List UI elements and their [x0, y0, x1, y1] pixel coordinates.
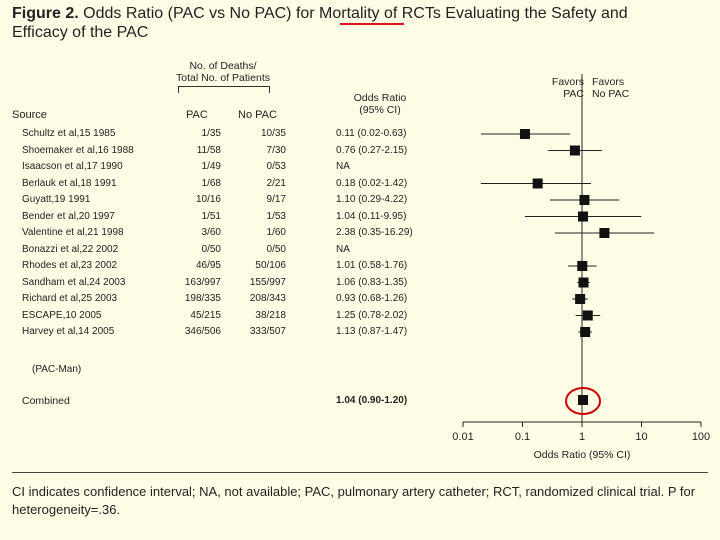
- study-or-ci: 1.25 (0.78-2.02): [336, 309, 408, 321]
- study-nopac-count: 2/21: [266, 177, 286, 189]
- study-pac-count: 11/58: [196, 144, 221, 156]
- study-point: [582, 310, 593, 321]
- study-or-ci: 1.06 (0.83-1.35): [336, 276, 408, 288]
- title-line-1: Odds Ratio (PAC vs No PAC) for Mortality…: [83, 5, 628, 22]
- x-tick-label: 1: [579, 431, 585, 443]
- x-tick-label: 0.01: [452, 431, 473, 443]
- study-source: Rhodes et al,23 2002: [22, 260, 118, 271]
- study-nopac-count: 333/507: [249, 326, 286, 337]
- favors-pac-label: Favors PAC: [551, 76, 584, 100]
- x-tick-label: 0.1: [515, 431, 530, 443]
- study-point: [578, 211, 589, 222]
- study-nopac-count: 10/35: [260, 128, 286, 139]
- study-source: Richard et al,25 2003: [22, 293, 118, 304]
- study-source: Sandham et al,24 2003: [22, 276, 126, 288]
- study-or-ci: 1.13 (0.87-1.47): [336, 326, 408, 337]
- study-or-ci: 1.10 (0.29-4.22): [336, 194, 408, 205]
- study-pac-count: 1/68: [201, 177, 221, 189]
- study-or-ci: NA: [336, 161, 350, 172]
- study-nopac-count: 38/218: [255, 309, 286, 321]
- study-or-ci: NA: [336, 243, 350, 255]
- study-pac-count: 1/49: [201, 161, 221, 172]
- study-source: Berlauk et al,18 1991: [22, 177, 117, 189]
- combined-circle-annotation: [565, 387, 602, 415]
- study-pac-count: 3/60: [201, 227, 221, 238]
- combined-label: Combined: [22, 395, 70, 407]
- pac-header: PAC: [186, 109, 208, 121]
- study-pac-count: 346/506: [184, 326, 221, 337]
- footnote-divider: [12, 472, 708, 473]
- study-nopac-count: 155/997: [249, 276, 286, 288]
- combined-point: [578, 395, 589, 405]
- study-pac-count: 10/16: [195, 194, 221, 205]
- study-point: [599, 228, 610, 238]
- study-pac-count: 198/335: [184, 293, 221, 304]
- study-pac-count: 1/51: [201, 210, 221, 222]
- x-tick-label: 10: [635, 431, 647, 443]
- footnote: CI indicates confidence interval; NA, no…: [12, 484, 696, 517]
- favors-nopac-label: Favors No PAC: [592, 76, 630, 100]
- study-nopac-count: 1/53: [266, 210, 286, 222]
- study-source: Bonazzi et al,22 2002: [22, 243, 119, 255]
- deaths-header-bracket: [178, 86, 270, 93]
- study-or-ci: 0.18 (0.02-1.42): [336, 177, 408, 189]
- study-pac-count: 45/215: [190, 309, 221, 321]
- study-or-ci: 1.01 (0.58-1.76): [336, 260, 408, 271]
- figure-label: Figure 2.: [12, 5, 79, 22]
- study-or-ci: 0.76 (0.27-2.15): [336, 144, 408, 156]
- study-nopac-count: 50/106: [255, 260, 286, 271]
- study-nopac-count: 1/60: [266, 227, 286, 238]
- study-pac-count: 0/50: [201, 243, 221, 255]
- study-source: Isaacson et al,17 1990: [22, 161, 123, 172]
- study-or-ci: 0.11 (0.02-0.63): [336, 128, 407, 139]
- nopac-header: No PAC: [238, 109, 277, 121]
- study-nopac-count: 0/50: [266, 243, 286, 255]
- study-pac-count: 1/35: [201, 128, 221, 139]
- study-point: [579, 195, 590, 205]
- x-axis-label: Odds Ratio (95% CI): [534, 449, 631, 461]
- study-nopac-count: 7/30: [266, 144, 286, 156]
- source-header: Source: [12, 109, 47, 121]
- study-source: Schultz et al,15 1985: [22, 128, 116, 139]
- study-or-ci: 1.04 (0.11-9.95): [336, 210, 407, 222]
- study-point: [519, 129, 530, 139]
- study-point: [569, 145, 580, 156]
- title-underline-annotation: [340, 23, 404, 25]
- study-or-ci: 0.93 (0.68-1.26): [336, 293, 408, 304]
- study-point: [580, 327, 591, 337]
- study-source: Shoemaker et al,16 1988: [22, 144, 134, 156]
- figure-title: Figure 2. Odds Ratio (PAC vs No PAC) for…: [12, 4, 628, 42]
- study-nopac-count: 9/17: [266, 194, 286, 205]
- study-or-ci: 2.38 (0.35-16.29): [336, 227, 413, 238]
- study-point: [578, 277, 589, 288]
- study-point: [577, 261, 588, 271]
- study-source: Valentine et al,21 1998: [22, 227, 124, 238]
- study-pac-count: 163/997: [184, 276, 221, 288]
- or-header: Odds Ratio (95% CI): [353, 92, 407, 116]
- row-note: (PAC-Man): [32, 364, 82, 375]
- study-source: ESCAPE,10 2005: [22, 309, 102, 321]
- title-line-2: Efficacy of the PAC: [12, 24, 149, 41]
- study-point: [532, 178, 543, 189]
- study-point: [575, 294, 586, 304]
- study-source: Bender et al,20 1997: [22, 210, 115, 222]
- deaths-header: No. of Deaths/ Total No. of Patients: [176, 60, 270, 84]
- combined-or: 1.04 (0.90-1.20): [336, 395, 408, 406]
- study-source: Guyatt,19 1991: [22, 194, 91, 205]
- study-source: Harvey et al,14 2005: [22, 326, 115, 337]
- x-tick-label: 100: [692, 431, 710, 443]
- study-nopac-count: 0/53: [266, 161, 286, 172]
- study-pac-count: 46/95: [195, 260, 221, 271]
- study-nopac-count: 208/343: [249, 293, 286, 304]
